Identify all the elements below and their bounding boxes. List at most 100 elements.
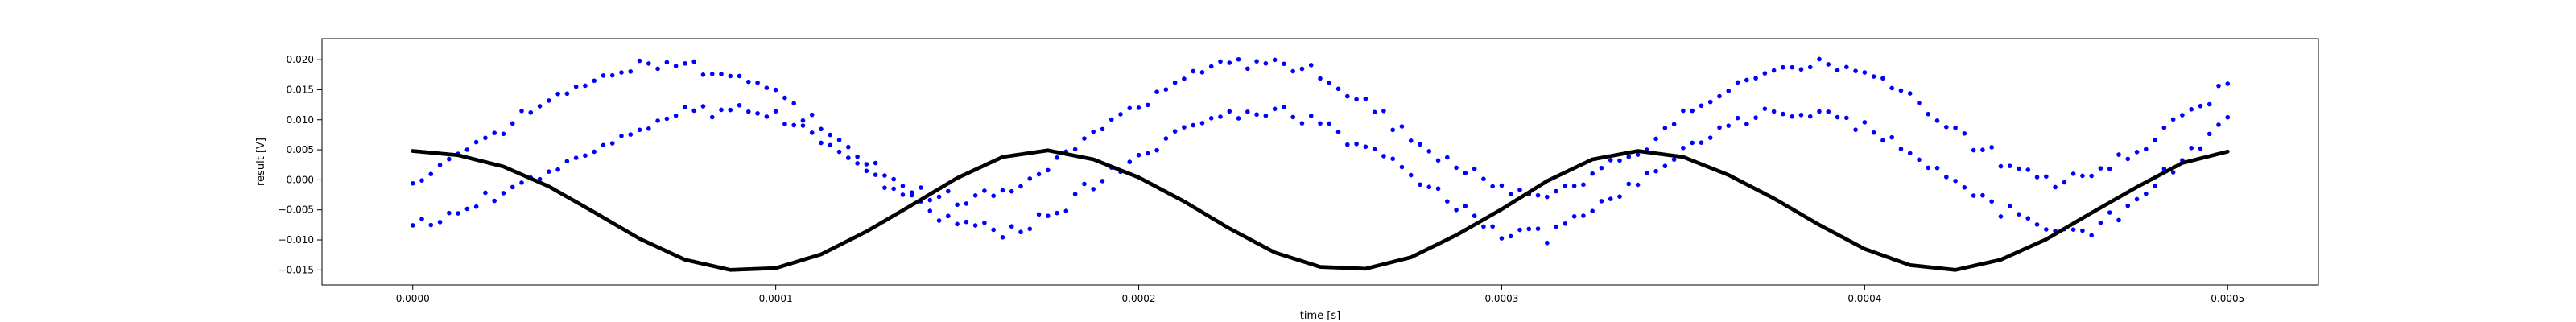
plot-area [410, 56, 2231, 272]
data-point [873, 160, 878, 166]
data-point [2198, 146, 2203, 151]
data-point [1290, 68, 1295, 74]
data-point [1690, 108, 1695, 114]
data-point [1744, 77, 1749, 83]
data-point [1127, 159, 1133, 164]
data-point [1699, 103, 1704, 109]
data-point [1726, 89, 1732, 93]
data-point [1517, 227, 1522, 233]
data-point [1735, 80, 1740, 85]
data-point [2044, 227, 2049, 232]
data-point [1399, 124, 1405, 129]
data-point [1055, 155, 1059, 160]
data-point [492, 198, 497, 204]
series-1 [410, 102, 2231, 246]
data-point [1554, 224, 1558, 229]
data-point [2125, 156, 2131, 162]
data-point [1971, 193, 1976, 198]
data-point [919, 185, 923, 190]
data-point [728, 73, 733, 79]
data-point [1717, 125, 1722, 130]
data-point [855, 161, 860, 166]
data-point [2189, 145, 2194, 151]
data-point [1063, 208, 1069, 213]
data-point [2153, 138, 2157, 142]
data-point [1826, 109, 1831, 114]
data-point [1917, 157, 1922, 163]
data-point [2170, 170, 2176, 175]
data-point [828, 132, 833, 138]
data-point [1027, 176, 1033, 181]
data-point [1898, 88, 1904, 93]
data-point [1381, 154, 1386, 159]
data-point [1499, 236, 1505, 241]
data-point [1082, 136, 1087, 141]
data-point [628, 69, 634, 74]
data-point [836, 149, 842, 155]
data-point [1817, 56, 1822, 62]
data-point [564, 91, 570, 97]
data-point [1853, 127, 1858, 132]
data-point [609, 141, 615, 146]
data-point [1989, 199, 1994, 204]
data-point [492, 130, 497, 135]
data-point [836, 138, 842, 142]
data-point [1826, 62, 1831, 67]
data-point [755, 111, 760, 116]
data-point [1191, 68, 1195, 74]
data-point [528, 109, 534, 115]
data-point [1299, 121, 1305, 126]
data-point [846, 155, 851, 160]
data-point [428, 222, 434, 228]
data-point [1980, 192, 1985, 198]
data-point [683, 61, 687, 66]
plot-frame [321, 38, 2319, 286]
data-point [655, 66, 660, 72]
data-point [891, 186, 896, 192]
data-point [2017, 212, 2021, 217]
data-point [1027, 226, 1033, 232]
data-point [583, 83, 588, 89]
data-point [755, 80, 760, 85]
data-point [437, 163, 443, 167]
x-tick-label: 0.0005 [2211, 293, 2244, 304]
data-point [1707, 135, 1713, 140]
data-point [473, 204, 479, 209]
data-point [1381, 108, 1386, 114]
data-point [1934, 118, 1940, 123]
data-point [1608, 196, 1613, 201]
data-point [483, 190, 488, 196]
data-point [1590, 208, 1595, 214]
data-point [791, 122, 796, 128]
data-point [709, 72, 715, 76]
data-point [1299, 66, 1305, 72]
axes: 0.0000 0.0001 0.0002 0.0003 0.0004 0.0005 −0.0… [279, 54, 2245, 304]
data-point [1445, 155, 1450, 160]
data-point [1108, 117, 1114, 122]
data-point [1781, 111, 1785, 117]
data-point [673, 64, 679, 68]
data-point [1554, 188, 1558, 194]
data-point [1055, 210, 1059, 216]
data-point [1671, 157, 1677, 162]
data-point [1481, 176, 1486, 182]
y-tick-label: 0.015 [287, 84, 314, 95]
data-point [1571, 214, 1577, 219]
data-point [547, 98, 551, 103]
data-point [1463, 171, 1468, 175]
data-point [1172, 129, 1178, 134]
data-point [410, 180, 415, 186]
data-point [955, 202, 960, 208]
data-point [1635, 182, 1641, 188]
data-point [2089, 233, 2094, 238]
data-point [2080, 228, 2085, 233]
x-tick-label: 0.0001 [759, 293, 793, 304]
data-point [972, 223, 978, 228]
data-point [800, 123, 806, 128]
data-point [1862, 70, 1868, 75]
data-point [1091, 129, 1096, 134]
x-axis-label: time [s] [1300, 310, 1340, 322]
data-point [1962, 131, 1967, 136]
data-point [1563, 184, 1568, 188]
data-point [1590, 171, 1595, 176]
